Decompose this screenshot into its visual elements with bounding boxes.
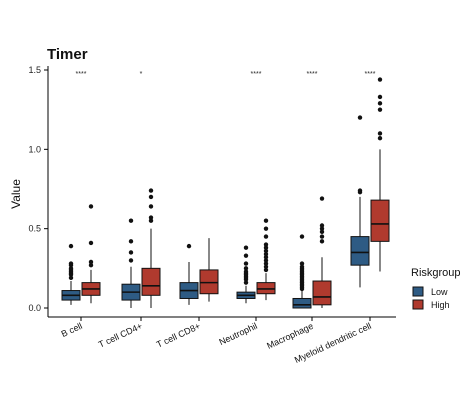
outlier-point: [128, 258, 134, 263]
y-tick-label: 0.0: [28, 303, 41, 313]
outlier-point: [357, 188, 363, 193]
outlier-point: [263, 264, 269, 269]
significance-label: ****: [307, 71, 318, 78]
outlier-point: [263, 242, 269, 247]
outlier-point: [243, 266, 249, 271]
outlier-point: [377, 77, 383, 82]
outlier-point: [263, 258, 269, 263]
outlier-point: [263, 255, 269, 260]
outlier-point: [319, 196, 325, 201]
legend: Riskgroup Low High: [411, 267, 461, 310]
outlier-point: [319, 234, 325, 239]
outlier-point: [243, 245, 249, 250]
significance-label: *: [140, 71, 143, 78]
outlier-point: [148, 204, 154, 209]
outlier-point: [68, 275, 74, 281]
y-tick-label: 0.5: [28, 224, 41, 234]
outlier-point: [68, 261, 74, 266]
outlier-point: [299, 264, 305, 269]
box-low: [292, 234, 312, 309]
box-body: [292, 297, 312, 309]
outlier-point: [319, 226, 325, 231]
outlier-point: [263, 234, 269, 239]
outlier-point: [263, 226, 269, 231]
outlier-point: [243, 269, 249, 274]
outlier-point: [263, 261, 269, 266]
box-body: [312, 280, 332, 306]
outlier-point: [243, 253, 249, 258]
outlier-point: [357, 115, 363, 120]
outlier-point: [128, 250, 134, 255]
box-low: [236, 245, 256, 304]
outlier-point: [148, 218, 154, 223]
outlier-point: [377, 107, 383, 112]
outlier-point: [68, 243, 74, 249]
significance-label: ****: [251, 71, 262, 78]
box-low: [121, 218, 141, 308]
outlier-point: [299, 261, 305, 266]
box-body: [370, 199, 390, 242]
outlier-point: [377, 101, 383, 106]
outlier-point: [319, 223, 325, 228]
box-body: [141, 267, 161, 296]
legend-swatch-low: [412, 286, 424, 297]
box-body: [350, 236, 370, 266]
outlier-point: [319, 239, 325, 244]
outlier-point: [243, 280, 249, 285]
outlier-point: [263, 267, 269, 273]
outlier-point: [128, 239, 134, 244]
outlier-point: [186, 243, 192, 249]
outlier-point: [263, 218, 269, 223]
outlier-point: [377, 136, 383, 141]
box-high: [370, 77, 390, 272]
plot-area: 0.0 0.5 1.0 1.5 B cell **** T cell CD4+ * T cell…: [28, 65, 396, 365]
x-tick-label: T cell CD4+: [97, 321, 144, 350]
outlier-point: [88, 262, 94, 268]
outlier-point: [148, 188, 154, 193]
outlier-point: [68, 266, 74, 271]
legend-label-high: High: [431, 300, 450, 310]
outlier-point: [88, 240, 94, 246]
outlier-point: [263, 251, 269, 257]
outlier-point: [377, 131, 383, 136]
outlier-point: [148, 194, 154, 200]
outlier-point: [377, 94, 383, 100]
outlier-point: [263, 245, 269, 250]
legend-label-low: Low: [431, 287, 448, 297]
outlier-point: [299, 234, 305, 239]
box-high: [141, 188, 161, 308]
y-tick-label: 1.0: [28, 144, 41, 154]
significance-label: ****: [365, 71, 376, 78]
outlier-point: [88, 204, 94, 209]
box-high: [199, 238, 219, 302]
y-tick-label: 1.5: [28, 65, 41, 75]
box-high: [81, 204, 101, 304]
outlier-point: [263, 248, 269, 254]
box-low: [61, 243, 81, 305]
box-low: [350, 115, 370, 288]
outlier-point: [148, 215, 154, 220]
legend-title: Riskgroup: [411, 267, 461, 279]
outlier-point: [128, 218, 134, 223]
x-tick-label: B cell: [60, 321, 84, 339]
outlier-point: [88, 259, 94, 265]
outlier-point: [319, 229, 325, 235]
box-high: [256, 218, 276, 301]
x-tick-label: Neutrophil: [217, 321, 258, 347]
x-tick-label: Macrophage: [265, 321, 315, 351]
chart-title: Timer: [47, 46, 88, 63]
box-low: [179, 243, 199, 305]
y-axis-label: Value: [9, 179, 23, 209]
legend-swatch-high: [412, 299, 424, 310]
x-tick-label: T cell CD8+: [155, 321, 202, 350]
box-high: [312, 196, 332, 308]
significance-label: ****: [76, 71, 87, 78]
outlier-point: [243, 261, 249, 266]
